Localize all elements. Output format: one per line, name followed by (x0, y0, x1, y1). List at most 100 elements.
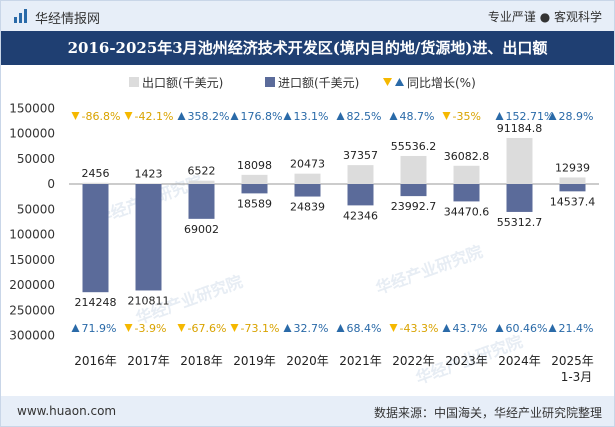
x-tick-label: 2019年 (233, 354, 276, 368)
export-growth-up-icon (548, 112, 557, 120)
import-growth-up-icon (495, 324, 504, 332)
import-growth-down-icon (177, 324, 186, 332)
export-bar (135, 183, 162, 184)
export-growth-up-icon (177, 112, 186, 120)
export-growth-up-icon (283, 112, 292, 120)
y-tick-label: 100000 (9, 127, 55, 141)
export-bar (188, 180, 215, 184)
y-tick-label: 150000 (9, 253, 55, 267)
import-value-label: 34470.6 (444, 205, 490, 218)
legend-swatch-import (265, 77, 275, 87)
export-growth-down-icon (124, 112, 133, 120)
import-value-label: 55312.7 (497, 216, 543, 229)
import-bar (294, 184, 321, 197)
y-tick-label: 50000 (17, 202, 55, 216)
legend-label-import: 进口额(千美元) (278, 76, 359, 90)
import-growth-up-icon (548, 324, 557, 332)
watermark-1: 华经产业研究院 (373, 242, 485, 298)
export-bar (453, 165, 480, 184)
import-value-label: 18589 (237, 197, 272, 210)
y-tick-label: 100000 (9, 228, 55, 242)
x-tick-label: 2022年 (392, 354, 435, 368)
legend-up-icon (395, 78, 404, 86)
export-growth-label: -86.8% (82, 110, 121, 123)
import-bar (400, 184, 427, 197)
export-growth-up-icon (336, 112, 345, 120)
y-tick-label: 250000 (9, 303, 55, 317)
brand-name: 华经情报网 (35, 12, 101, 27)
tagline: 专业严谨 ● 客观科学 (487, 10, 602, 24)
x-tick-label: 2018年 (180, 354, 223, 368)
import-growth-down-icon (230, 324, 239, 332)
export-value-label: 2456 (82, 167, 110, 180)
export-growth-label: -42.1% (135, 110, 174, 123)
y-tick-label: 200000 (9, 278, 55, 292)
import-growth-label: -3.9% (135, 322, 167, 335)
import-bar (506, 184, 533, 212)
chart-title: 2016-2025年3月池州经济技术开发区(境内目的地/货源地)进、出口额 (67, 39, 548, 57)
x-tick-label: 1-3月 (561, 370, 593, 384)
import-value-label: 210811 (128, 294, 170, 307)
x-tick-label: 2020年 (286, 354, 329, 368)
import-value-label: 23992.7 (391, 200, 437, 213)
import-growth-label: 21.4% (559, 322, 594, 335)
export-growth-label: 48.7% (400, 110, 435, 123)
import-growth-label: -67.6% (188, 322, 227, 335)
site-url[interactable]: www.huaon.com (17, 404, 117, 418)
export-value-label: 37357 (343, 149, 378, 162)
import-growth-label: 68.4% (347, 322, 382, 335)
footer-bar: www.huaon.com 数据来源：中国海关，华经产业研究院整理 (1, 396, 614, 426)
import-growth-label: 71.9% (82, 322, 117, 335)
data-source: 数据来源：中国海关，华经产业研究院整理 (373, 406, 602, 420)
import-growth-up-icon (336, 324, 345, 332)
export-growth-label: 28.9% (559, 110, 594, 123)
export-bar (347, 165, 374, 184)
import-value-label: 69002 (184, 223, 219, 236)
export-value-label: 18098 (237, 159, 272, 172)
export-bar (559, 177, 586, 184)
export-value-label: 55536.2 (391, 140, 437, 153)
export-bar (400, 155, 427, 184)
import-growth-label: 32.7% (294, 322, 329, 335)
x-tick-label: 2023年 (445, 354, 488, 368)
import-growth-down-icon (389, 324, 398, 332)
chart: 华经产业研究院华经产业研究院华经产业研究院华经产业研究院出口额(千美元)进口额(… (9, 76, 599, 388)
import-bar (135, 184, 162, 291)
export-growth-label: 13.1% (294, 110, 329, 123)
top-bar: 华经情报网 专业严谨 ● 客观科学 (1, 1, 614, 31)
export-bar (241, 174, 268, 184)
export-value-label: 36082.8 (444, 150, 490, 163)
import-value-label: 24839 (290, 201, 325, 214)
logo-icon (14, 9, 27, 23)
import-bar (188, 184, 215, 219)
y-tick-label: 50000 (17, 152, 55, 166)
legend-label-export: 出口额(千美元) (142, 76, 223, 90)
import-value-label: 14537.4 (550, 195, 596, 208)
export-growth-down-icon (71, 112, 80, 120)
x-tick-label: 2017年 (127, 354, 170, 368)
export-value-label: 12939 (555, 161, 590, 174)
import-value-label: 42346 (343, 209, 378, 222)
import-growth-up-icon (71, 324, 80, 332)
export-value-label: 6522 (188, 165, 216, 178)
export-growth-up-icon (230, 112, 239, 120)
export-growth-label: 152.71% (506, 110, 555, 123)
import-bar (241, 184, 268, 194)
export-bar (506, 137, 533, 184)
y-tick-label: 300000 (9, 329, 55, 343)
y-tick-label: 0 (47, 177, 55, 191)
export-value-label: 20473 (290, 158, 325, 171)
import-growth-up-icon (283, 324, 292, 332)
import-growth-down-icon (124, 324, 133, 332)
export-growth-label: 176.8% (241, 110, 283, 123)
import-bar (347, 184, 374, 206)
import-value-label: 214248 (75, 296, 117, 309)
import-growth-label: -73.1% (241, 322, 280, 335)
import-growth-label: 60.46% (506, 322, 548, 335)
export-growth-up-icon (389, 112, 398, 120)
export-bar (294, 173, 321, 184)
export-value-label: 91184.8 (497, 122, 543, 135)
import-bar (559, 184, 586, 192)
export-bar (82, 182, 109, 184)
